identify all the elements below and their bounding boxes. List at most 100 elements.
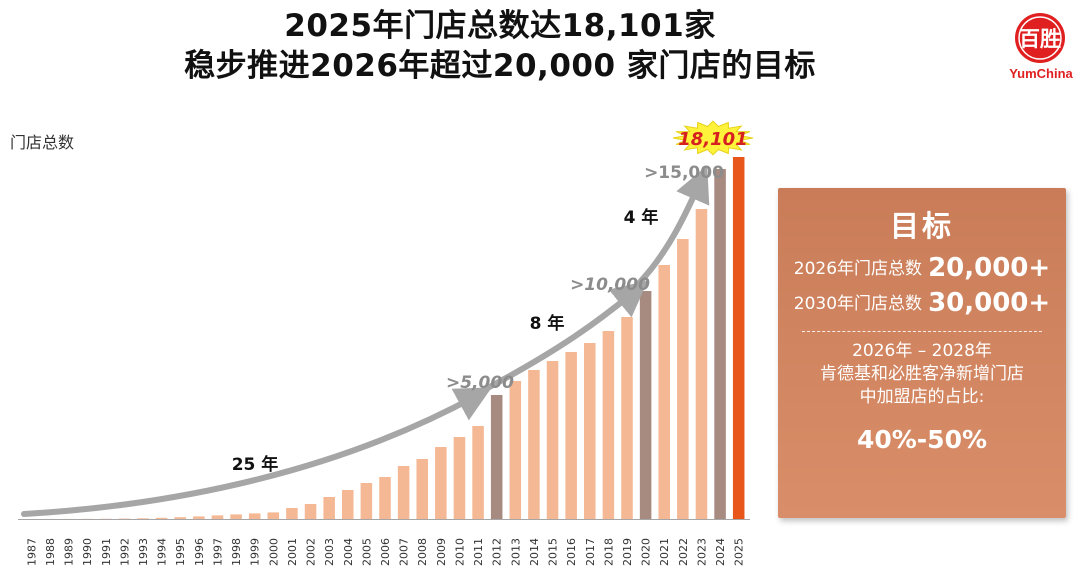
bar-2011: [472, 426, 484, 519]
x-tick-1998: 1998: [230, 538, 243, 566]
bar-2025: [732, 156, 745, 520]
goal-percentage: 40%-50%: [856, 425, 988, 454]
x-tick-2019: 2019: [621, 538, 634, 566]
bar-2010: [453, 437, 466, 519]
yumchina-logo-mark: 百胜: [1015, 13, 1065, 63]
x-tick-1991: 1991: [100, 538, 113, 566]
goal-panel: 目标 2026年门店总数 20,000+ 2030年门店总数 30,000+ 202…: [778, 188, 1066, 518]
title-block: 2025年门店总数达18,101家 稳步推进2026年超过20,000 家门店的…: [0, 6, 1000, 86]
milestone-label-3: >15,000: [644, 163, 724, 183]
x-tick-1987: 1987: [25, 538, 38, 566]
x-tick-1992: 1992: [118, 538, 131, 566]
x-tick-1988: 1988: [44, 538, 57, 566]
period-label-1: 25 年: [232, 454, 279, 475]
x-tick-1990: 1990: [81, 538, 94, 566]
bar-2002: [304, 504, 317, 519]
latest-value-burst: [672, 120, 754, 156]
milestone-label-1: >5,000: [446, 373, 514, 393]
x-tick-2010: 2010: [453, 538, 466, 566]
x-tick-2020: 2020: [640, 538, 653, 566]
bar-2015: [546, 361, 559, 519]
bar-1993: [137, 518, 149, 519]
x-tick-2011: 2011: [472, 538, 485, 566]
bar-1996: [193, 516, 205, 519]
yumchina-logo: 百胜 YumChina: [1004, 10, 1076, 82]
growth-arrow-4y: [637, 165, 710, 285]
bar-2007: [397, 466, 410, 519]
bar-2003: [323, 497, 335, 519]
x-tick-2000: 2000: [267, 538, 280, 566]
x-tick-2003: 2003: [323, 538, 336, 566]
title-line-2: 稳步推进2026年超过20,000 家门店的目标: [184, 48, 816, 84]
x-tick-2025: 2025: [733, 538, 746, 566]
x-tick-2016: 2016: [565, 538, 578, 566]
goal-period: 2026年 – 2028年: [852, 341, 992, 361]
bar-2017: [583, 343, 596, 519]
milestone-label-2: >10,000: [570, 275, 650, 295]
bar-2008: [416, 459, 429, 519]
x-tick-1994: 1994: [156, 538, 169, 566]
latest-value-label: 18,101: [678, 129, 747, 150]
x-tick-2005: 2005: [360, 538, 373, 566]
x-tick-2017: 2017: [584, 538, 597, 566]
period-label-2: 8 年: [530, 313, 565, 334]
growth-arrow-8y: [477, 280, 648, 395]
bar-2023: [695, 209, 708, 519]
x-tick-2015: 2015: [547, 538, 560, 566]
bar-2014: [528, 370, 540, 519]
bar-2016: [565, 352, 577, 519]
bar-1995: [174, 517, 187, 519]
x-tick-2014: 2014: [528, 538, 541, 566]
bar-1999: [248, 513, 261, 519]
x-tick-2009: 2009: [435, 538, 448, 566]
x-tick-2013: 2013: [509, 538, 522, 566]
x-tick-2002: 2002: [305, 538, 318, 566]
x-tick-2012: 2012: [491, 538, 504, 566]
x-tick-2006: 2006: [379, 538, 392, 566]
x-tick-2001: 2001: [286, 538, 299, 566]
bar-2013: [509, 381, 522, 519]
growth-arrow-25y: [21, 387, 492, 517]
x-tick-1989: 1989: [63, 538, 76, 566]
bar-2005: [360, 483, 373, 519]
goal-row-2030-label: 2030年门店总数: [793, 294, 923, 314]
bar-1994: [155, 517, 168, 519]
goal-desc-line-1: 肯德基和必胜客净新增门店: [820, 364, 1024, 384]
goal-title: 目标: [889, 209, 954, 243]
title-line-1: 2025年门店总数达18,101家: [284, 8, 716, 44]
goal-desc-line-2: 中加盟店的占比:: [859, 387, 985, 407]
logo-text: YumChina: [1009, 66, 1073, 81]
x-tick-2022: 2022: [677, 538, 690, 566]
bar-1997: [211, 515, 224, 519]
bar-2024: [714, 169, 726, 519]
x-tick-1996: 1996: [193, 538, 206, 566]
bar-1998: [230, 514, 242, 519]
bar-2018: [602, 331, 615, 519]
bar-2006: [379, 477, 391, 519]
bar-2021: [658, 265, 671, 519]
bar-2001: [286, 508, 298, 519]
x-tick-2008: 2008: [416, 538, 429, 566]
bar-2009: [435, 447, 447, 519]
bar-2012: [490, 395, 503, 519]
x-tick-2023: 2023: [695, 538, 708, 566]
x-tick-1993: 1993: [137, 538, 150, 566]
y-axis-label: 门店总数: [10, 133, 75, 152]
goal-row-2026-value: 20,000+: [928, 253, 1051, 283]
bar-2020: [639, 291, 652, 519]
bar-2022: [677, 239, 689, 519]
x-tick-1999: 1999: [249, 538, 262, 566]
x-tick-2024: 2024: [714, 538, 727, 566]
goal-row-2030: 2030年门店总数 30,000+: [778, 286, 1066, 321]
bar-2000: [267, 512, 280, 519]
period-label-3: 4 年: [624, 207, 659, 228]
bar-2004: [341, 490, 354, 519]
x-tick-2004: 2004: [342, 538, 355, 566]
x-tick-1995: 1995: [174, 538, 187, 566]
bar-2019: [621, 317, 633, 519]
x-tick-2021: 2021: [658, 538, 671, 566]
goal-row-2026: 2026年门店总数 20,000+: [778, 251, 1066, 286]
goal-row-2026-label: 2026年门店总数: [793, 259, 923, 279]
goal-row-2030-value: 30,000+: [928, 288, 1051, 318]
